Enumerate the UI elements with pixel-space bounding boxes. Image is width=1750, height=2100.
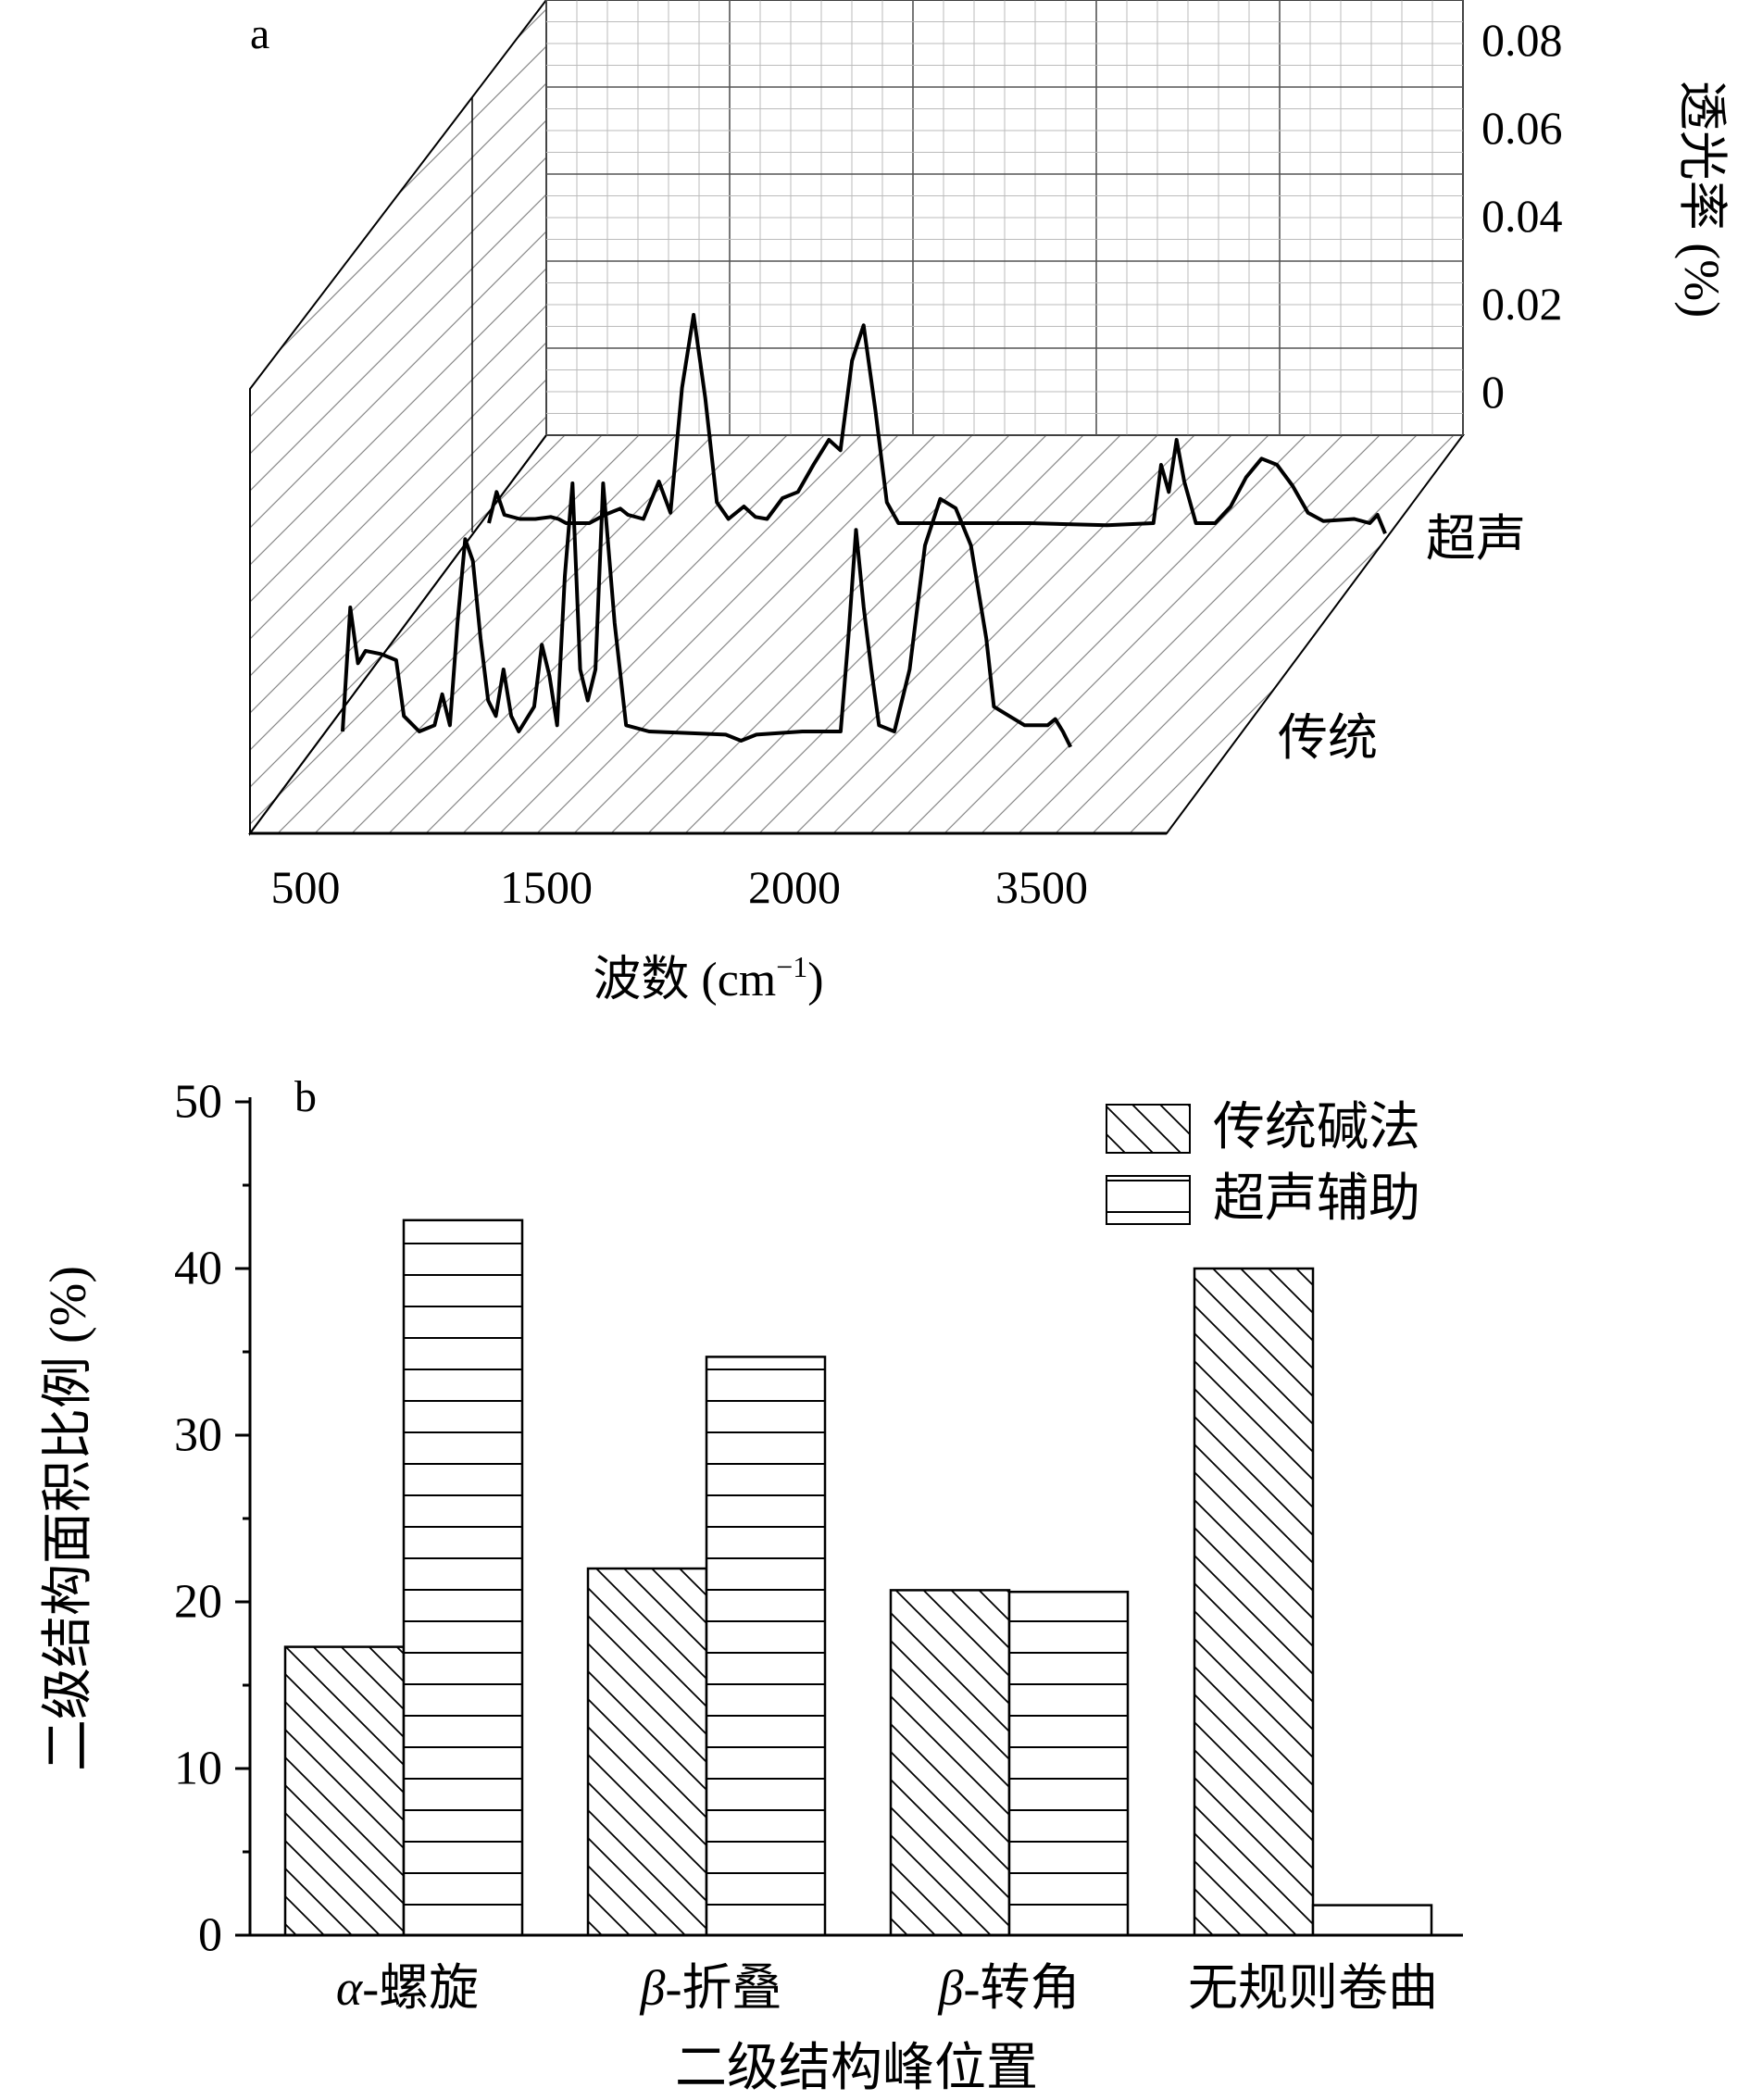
x-category-label: β-折叠 [640, 1960, 782, 2016]
z-tick-label: 0.04 [1481, 190, 1563, 242]
legend-swatch-ultrasonic [1106, 1175, 1191, 1225]
bar-ultrasonic-2 [1007, 1590, 1130, 1937]
z-tick-label: 0.08 [1481, 14, 1563, 66]
x-category-label: β-转角 [938, 1960, 1081, 2016]
legend-swatch-traditional [1106, 1104, 1191, 1154]
bar-traditional-3 [1193, 1267, 1315, 1937]
x-axis-title: 二级结构峰位置 [675, 2040, 1038, 2097]
z-tick-label: 0 [1481, 366, 1505, 418]
legend: 传统碱法 超声辅助 [1106, 1099, 1420, 1228]
y-axis-title: 二级结构面积比例 (%) [40, 1266, 97, 1771]
bar-ultrasonic-1 [705, 1356, 827, 1937]
y-tick-label: 30 [174, 1409, 222, 1462]
y-ticks [235, 1100, 250, 1937]
y-tick-label: 10 [174, 1743, 222, 1795]
bar-traditional-0 [283, 1645, 406, 1937]
x-tick-label: 1500 [500, 861, 593, 913]
series-label-traditional: 传统 [1278, 710, 1378, 766]
x-category-label: 无规则卷曲 [1188, 1960, 1438, 2016]
y-tick-label: 50 [174, 1076, 222, 1129]
bars-group [283, 1219, 1433, 1937]
y-tick-label: 0 [198, 1909, 222, 1962]
panel-b-bar-chart: b 0 10 20 30 40 50 α-螺旋 β-折叠 β-转角 无规则卷曲 … [40, 1072, 1463, 2097]
x-tick-label: 500 [271, 861, 341, 913]
bar-ultrasonic-3 [1311, 1904, 1433, 1937]
x-tick-label: 3500 [995, 861, 1088, 913]
panel-label-b: b [294, 1072, 317, 1121]
legend-label-ultrasonic: 超声辅助 [1213, 1170, 1420, 1228]
z-axis-label: 透光率 (%) [1674, 81, 1730, 318]
series-label-ultrasonic: 超声 [1426, 511, 1526, 567]
series-line-traditional [341, 481, 1072, 748]
panel-a-3d-spectrum: a 500 1500 2000 3500 波数 (cm−1) 0.08 0.06… [248, 0, 1730, 1006]
y-tick-label: 40 [174, 1243, 222, 1295]
x-category-label: α-螺旋 [336, 1960, 479, 2016]
z-tick-label: 0.02 [1481, 278, 1563, 330]
panel-label-a: a [250, 9, 269, 58]
x-axis-label: 波数 (cm−1) [593, 950, 823, 1006]
y-tick-label: 20 [174, 1576, 222, 1629]
bar-ultrasonic-0 [402, 1219, 524, 1937]
bar-traditional-1 [586, 1567, 708, 1937]
x-tick-label: 2000 [748, 861, 841, 913]
z-tick-label: 0.06 [1481, 102, 1563, 154]
back-wall-grid [545, 0, 1464, 436]
bar-traditional-2 [889, 1589, 1011, 1937]
legend-label-traditional: 传统碱法 [1213, 1099, 1420, 1156]
